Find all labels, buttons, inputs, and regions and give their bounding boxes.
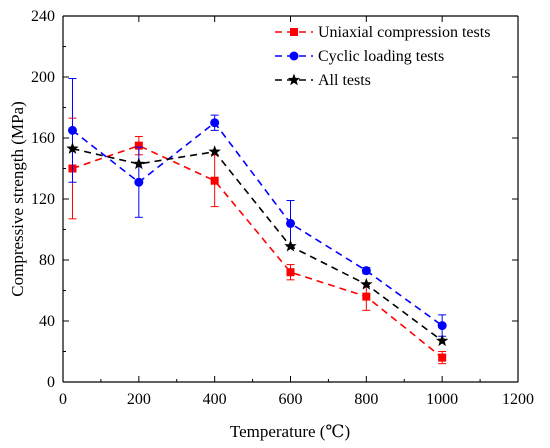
data-point (210, 176, 219, 185)
y-tick-label: 0 (47, 374, 55, 391)
data-point (438, 353, 447, 362)
y-tick-label: 80 (39, 252, 55, 269)
data-point (435, 334, 449, 347)
y-tick-label: 200 (31, 69, 55, 86)
data-point (286, 268, 295, 277)
data-point (361, 266, 371, 276)
data-point (362, 292, 371, 301)
series-line (72, 144, 443, 359)
legend-label: Cyclic loading tests (318, 48, 444, 65)
series-layer (66, 78, 449, 365)
legend-item: Cyclic loading tests (275, 48, 444, 65)
legend-marker (290, 28, 298, 36)
series-line (71, 121, 443, 327)
data-point (66, 142, 79, 154)
x-tick-label: 400 (203, 391, 227, 408)
data-point (210, 118, 220, 128)
x-tick-label: 800 (354, 391, 378, 408)
y-axis-title: Compressive strength (MPa) (8, 101, 27, 296)
legend-label: Uniaxial compression tests (318, 24, 490, 41)
ticks: 0 200 400 600 800 1000 1200 0 40 80 120 160 200 240 (31, 8, 534, 408)
data-point (284, 239, 297, 252)
legend-label: All tests (318, 72, 371, 89)
legend: Uniaxial compression tests Cyclic loading… (275, 24, 490, 89)
x-tick-label: 1000 (426, 391, 458, 408)
data-point (67, 125, 77, 135)
legend-item: Uniaxial compression tests (275, 24, 490, 41)
data-point (286, 218, 295, 228)
series-1 (67, 78, 447, 337)
data-point (208, 145, 221, 157)
legend-marker (289, 51, 299, 61)
data-point (437, 321, 447, 331)
data-point (132, 157, 146, 170)
series-0 (68, 117, 447, 365)
y-tick-label: 40 (39, 313, 55, 330)
x-axis-title: Temperature (℃) (230, 422, 350, 441)
y-tick-label: 240 (31, 8, 55, 25)
y-tick-label: 160 (31, 130, 55, 147)
x-tick-label: 0 (59, 391, 67, 408)
x-tick-label: 200 (127, 391, 151, 408)
data-point (134, 177, 144, 187)
x-tick-label: 1200 (502, 391, 534, 408)
axes (62, 15, 519, 383)
series-2 (66, 142, 449, 347)
legend-marker (287, 73, 301, 86)
data-point (134, 141, 143, 150)
data-point (360, 277, 373, 290)
y-tick-label: 120 (31, 191, 55, 208)
series-line (72, 147, 443, 342)
x-tick-label: 600 (279, 391, 303, 408)
legend-item: All tests (275, 72, 371, 89)
